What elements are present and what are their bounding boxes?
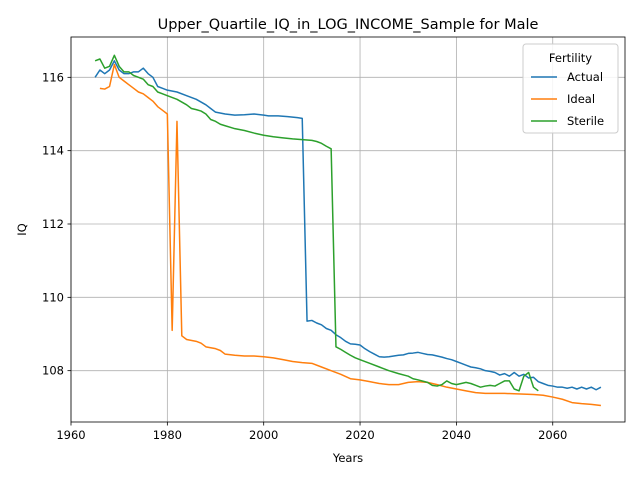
y-tick-label: 110: [42, 290, 64, 304]
legend-entries: Actual Ideal Sterile: [531, 70, 604, 128]
x-tick-label: 1960: [56, 428, 85, 442]
legend-box: [522, 43, 619, 134]
x-tick-label: 2020: [345, 428, 374, 442]
x-tick-label: 2060: [538, 428, 567, 442]
y-tick-label: 116: [42, 70, 64, 84]
chart-title: Upper_Quartile_IQ_in_LOG_INCOME_Sample f…: [158, 17, 539, 33]
legend-label-actual: Actual: [567, 70, 603, 84]
legend: Fertility Actual Ideal Sterile: [522, 43, 619, 134]
legend-label-ideal: Ideal: [567, 92, 595, 106]
y-tick-label: 108: [42, 364, 64, 378]
series-line-sterile: [94, 54, 539, 392]
series-lines: [94, 54, 602, 407]
legend-label-sterile: Sterile: [567, 114, 604, 128]
legend-title: Fertility: [549, 51, 592, 65]
series-line-ideal: [99, 63, 601, 407]
plot-area-frame: [70, 36, 626, 423]
y-tick-label: 112: [42, 217, 64, 231]
x-tick-label: 1980: [153, 428, 182, 442]
series-line-actual: [94, 60, 602, 391]
x-axis-label: Years: [332, 451, 363, 465]
y-axis-label: IQ: [15, 223, 29, 235]
x-tick-label: 2000: [249, 428, 278, 442]
x-tick-label: 2040: [442, 428, 471, 442]
y-tick-label: 114: [42, 144, 64, 158]
x-axis-ticks: 1960 1980 2000 2020 2040 2060: [56, 422, 567, 442]
y-axis-ticks: 108 110 112 114 116: [42, 70, 71, 378]
